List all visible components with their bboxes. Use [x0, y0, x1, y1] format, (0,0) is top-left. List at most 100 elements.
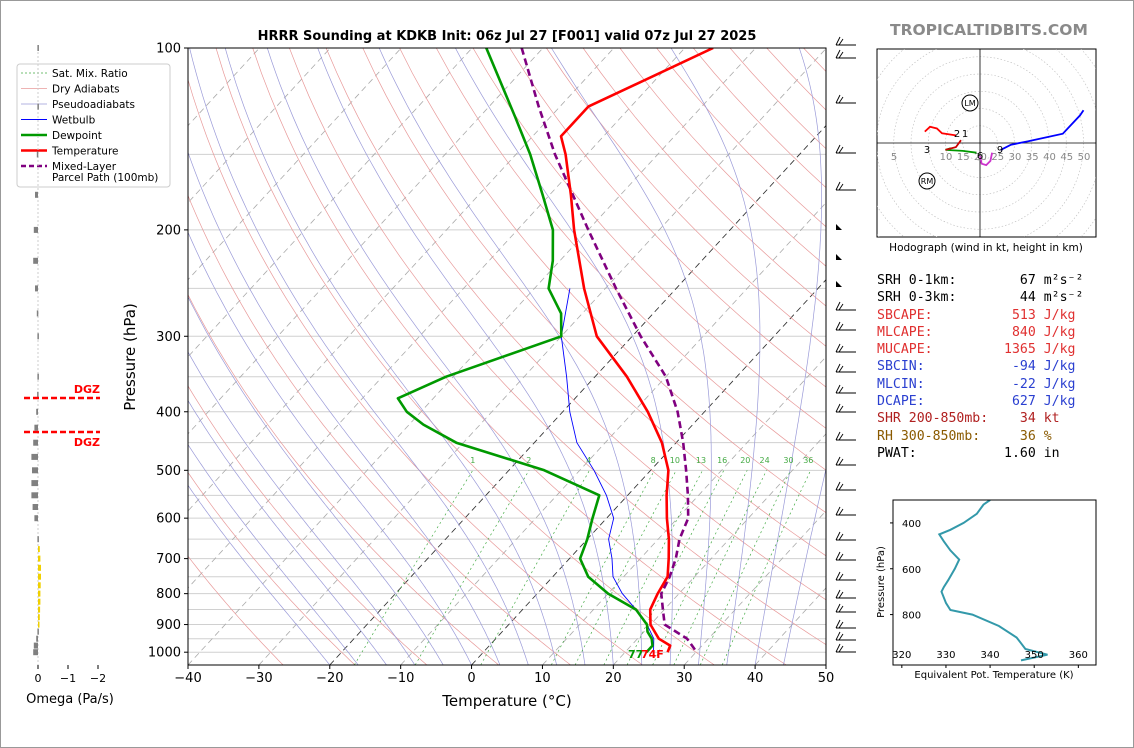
wind-barb-feather [835, 363, 841, 373]
mixing-ratio-label: 2 [526, 456, 531, 465]
omega-bar [38, 555, 41, 562]
wind-barb [835, 589, 856, 599]
omega-bar [38, 621, 40, 628]
wind-barb [835, 619, 856, 629]
wind-barb-feather [838, 645, 844, 653]
stat-row: SRH 0-1km: 67 m²s⁻² [877, 272, 1083, 289]
x-tick-label: 20 [605, 671, 622, 686]
wind-barb-feather [835, 36, 841, 46]
skewt-ylabel: Pressure (hPa) [121, 303, 139, 411]
theta-e-x-tick-label: 320 [892, 650, 911, 661]
wind-barb-feather [835, 531, 841, 541]
omega-bar [32, 504, 38, 510]
wind-barb [835, 36, 856, 46]
wind-barb [836, 224, 842, 230]
pseudoadiabat [188, 351, 416, 665]
mixing-ratio-label: 24 [760, 456, 770, 465]
mixing-ratio-line [603, 470, 703, 665]
pseudoadiabat [189, 48, 529, 665]
mixing-ratio-label: 20 [740, 456, 750, 465]
y-tick-label: 300 [156, 330, 181, 345]
omega-bar [37, 628, 39, 635]
omega-bar [31, 453, 38, 460]
hodograph-height-label: 1 [962, 129, 968, 140]
y-tick-label: 1000 [148, 646, 181, 661]
stat-row: MLCAPE: 840 J/kg [877, 324, 1083, 341]
stat-row: SHR 200-850mb: 34 kt [877, 410, 1083, 427]
pseudoadiabat [670, 48, 761, 665]
series-mixed-layer-parcel-path-mb [520, 48, 696, 651]
chart-title: HRRR Sounding at KDKB Init: 06z Jul 27 [… [258, 29, 757, 44]
wind-barb-feather [835, 571, 841, 581]
omega-bar [31, 492, 38, 499]
stat-value: 36 [988, 428, 1044, 444]
theta-e-x-tick-label: 350 [1025, 650, 1044, 661]
wind-barb-feather [838, 386, 844, 394]
skewt-background-lines [188, 48, 826, 665]
pseudoadiabat [188, 443, 359, 665]
stat-label: SHR 200-850mb: [877, 411, 989, 427]
omega-tick-label: −1 [60, 672, 76, 685]
omega-bar [31, 480, 38, 487]
wind-barb-feather [835, 589, 841, 599]
wind-barb [836, 254, 842, 260]
wind-barb [835, 181, 856, 191]
stat-label: SBCIN: [877, 359, 989, 375]
stat-row: RH 300-850mb: 36 % [877, 428, 1083, 445]
y-tick-label: 200 [156, 223, 181, 238]
stat-label: SRH 0-1km: [877, 273, 989, 288]
wind-barb-feather [835, 551, 841, 561]
omega-bar [36, 310, 39, 317]
wind-barb-feather [838, 573, 844, 581]
hodograph-ring-label: 5 [891, 152, 897, 163]
y-tick-label: 900 [156, 618, 181, 633]
legend: Sat. Mix. Ratio Dry Adiabats Pseudoadiabat… [16, 63, 171, 188]
legend-label: Mixed-Layer [52, 161, 117, 173]
wind-barb [835, 551, 856, 561]
mixing-ratio-line [721, 470, 811, 665]
omega-bar [36, 408, 38, 415]
stat-unit: kt [1043, 411, 1060, 427]
omega-bar [33, 257, 38, 264]
theta-e-y-tick-label: 800 [902, 611, 921, 622]
x-tick-label: 10 [534, 671, 551, 686]
legend-label: Pseudoadiabats [52, 99, 135, 111]
legend-label: Temperature [51, 146, 119, 158]
hodograph-height-label: 3 [924, 145, 930, 156]
stat-label: MLCAPE: [877, 324, 989, 340]
stat-unit: m²s⁻² [1043, 290, 1084, 306]
omega-bar [38, 573, 41, 580]
omega-bar [37, 536, 39, 543]
omega-bar [34, 515, 38, 522]
hodograph-title: Hodograph (wind in kt, height in km) [889, 242, 1083, 254]
wind-barb-feather [835, 321, 841, 331]
stat-unit: J/kg [1043, 359, 1076, 375]
mixing-ratio-label: 30 [783, 456, 793, 465]
wind-barb [835, 456, 856, 466]
dry-adiabat [472, 48, 826, 429]
pseudoadiabat [783, 466, 826, 665]
wind-barb-feather [838, 533, 844, 541]
wind-barb [835, 49, 856, 59]
omega-bar [33, 649, 38, 656]
stat-unit: % [1043, 428, 1052, 444]
legend-box [16, 63, 171, 188]
omega-bar [38, 564, 41, 571]
hodograph-ring-label: 35 [1026, 152, 1039, 163]
wind-barb-feather [838, 345, 844, 353]
stat-row: MUCAPE: 1365 J/kg [877, 341, 1083, 358]
wind-barb [835, 384, 856, 394]
stat-value: 1.60 [988, 445, 1044, 461]
dry-adiabat [188, 194, 571, 665]
omega-bar [37, 45, 39, 51]
omega-bar [37, 373, 39, 380]
mixing-ratio-label: 10 [670, 456, 680, 465]
x-tick-label: 50 [818, 671, 835, 686]
stat-value: 840 [988, 324, 1044, 340]
mixing-ratio-label: 4 [586, 456, 591, 465]
brand-watermark: TROPICALTIDBITS.COM [890, 21, 1088, 39]
dry-adiabat [252, 48, 787, 665]
stat-label: DCAPE: [877, 394, 989, 410]
